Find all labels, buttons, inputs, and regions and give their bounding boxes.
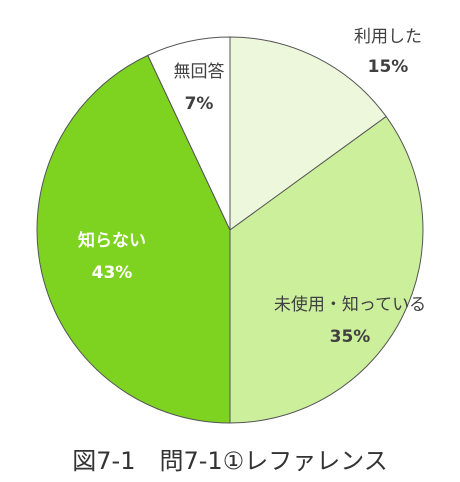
pie-slice-no-answer [147,36,231,231]
slice-value-used: 15% [368,57,409,77]
pie-slice-unknown [36,54,231,424]
pie-slice-unused-known [229,115,424,424]
slice-value-unused-known: 35% [330,327,371,347]
slice-label-no-answer: 無回答 [174,62,225,82]
slice-value-unknown: 43% [92,263,133,283]
slice-label-unused-known: 未使用・知っている [274,294,426,315]
figure-caption: 図7-1 問7-1①レファレンス [72,447,388,475]
pie-slices [36,36,424,424]
pie-slice-used [229,36,387,231]
pie-labels: 利用した 15% 未使用・知っている 35% 知らない 43% 無回答 7% [77,27,426,347]
slice-label-used: 利用した [354,27,422,47]
slice-value-no-answer: 7% [185,94,214,114]
slice-label-unknown: 知らない [77,230,146,251]
pie-chart: 利用した 15% 未使用・知っている 35% 知らない 43% 無回答 7% [36,27,426,424]
